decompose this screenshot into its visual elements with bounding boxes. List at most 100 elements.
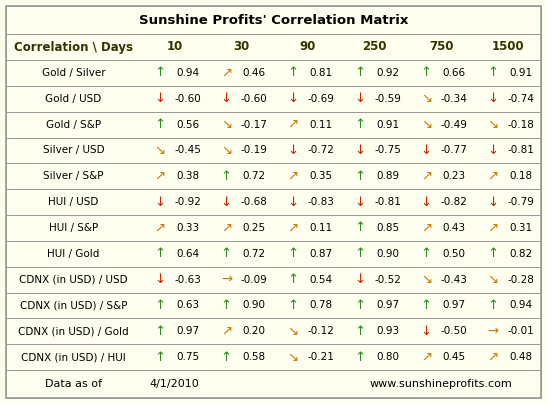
Text: -0.92: -0.92 <box>174 197 201 207</box>
Text: ↑: ↑ <box>354 325 365 338</box>
Text: ↑: ↑ <box>354 247 365 260</box>
Text: 0.94: 0.94 <box>176 68 199 78</box>
Text: ↑: ↑ <box>354 299 365 312</box>
Text: ↓: ↓ <box>354 144 365 157</box>
Text: -0.81: -0.81 <box>508 145 534 156</box>
Text: ↓: ↓ <box>421 144 432 157</box>
Text: ↑: ↑ <box>354 351 365 364</box>
Text: ↑: ↑ <box>487 247 498 260</box>
Text: ↑: ↑ <box>221 247 232 260</box>
Text: 0.93: 0.93 <box>376 326 399 336</box>
Text: 0.18: 0.18 <box>509 171 533 181</box>
Text: -0.49: -0.49 <box>441 120 468 130</box>
Text: ↗: ↗ <box>421 170 432 183</box>
Text: ↓: ↓ <box>421 196 432 208</box>
Bar <box>6 34 541 60</box>
Text: ↓: ↓ <box>354 196 365 208</box>
Text: 0.78: 0.78 <box>310 301 333 310</box>
Text: ↓: ↓ <box>487 144 498 157</box>
Text: 0.48: 0.48 <box>509 352 533 362</box>
Text: 0.25: 0.25 <box>243 223 266 233</box>
Text: 0.91: 0.91 <box>509 68 533 78</box>
Text: ↓: ↓ <box>487 196 498 208</box>
Text: ↑: ↑ <box>154 66 165 80</box>
Text: HUI / USD: HUI / USD <box>48 197 98 207</box>
Text: ↓: ↓ <box>287 196 299 208</box>
Text: -0.21: -0.21 <box>307 352 334 362</box>
Text: ↑: ↑ <box>154 351 165 364</box>
Text: ↗: ↗ <box>421 351 432 364</box>
Text: -0.81: -0.81 <box>374 197 401 207</box>
Text: ↑: ↑ <box>221 170 232 183</box>
Text: -0.72: -0.72 <box>307 145 334 156</box>
Bar <box>6 292 541 318</box>
Text: ↘: ↘ <box>154 144 165 157</box>
Text: ↓: ↓ <box>487 92 498 105</box>
Text: ↑: ↑ <box>221 351 232 364</box>
Text: ↘: ↘ <box>421 273 432 286</box>
Text: CDNX (in USD) / Gold: CDNX (in USD) / Gold <box>18 326 129 336</box>
Text: ↓: ↓ <box>221 196 232 208</box>
Text: -0.50: -0.50 <box>441 326 468 336</box>
Text: -0.09: -0.09 <box>241 275 267 284</box>
Text: 0.85: 0.85 <box>376 223 399 233</box>
Text: ↑: ↑ <box>421 247 432 260</box>
Text: 30: 30 <box>233 40 249 53</box>
Text: -0.60: -0.60 <box>174 94 201 104</box>
Text: Gold / Silver: Gold / Silver <box>42 68 106 78</box>
Text: CDNX (in USD) / HUI: CDNX (in USD) / HUI <box>21 352 126 362</box>
Text: 0.11: 0.11 <box>310 223 333 233</box>
Text: -0.19: -0.19 <box>241 145 268 156</box>
Text: 0.63: 0.63 <box>176 301 199 310</box>
Text: Sunshine Profits' Correlation Matrix: Sunshine Profits' Correlation Matrix <box>139 13 408 27</box>
Text: ↑: ↑ <box>487 299 498 312</box>
Text: -0.12: -0.12 <box>307 326 334 336</box>
Bar <box>6 60 541 86</box>
Text: ↓: ↓ <box>221 92 232 105</box>
Text: ↑: ↑ <box>287 273 299 286</box>
Text: Silver / S&P: Silver / S&P <box>43 171 104 181</box>
Text: 0.89: 0.89 <box>376 171 399 181</box>
Text: ↑: ↑ <box>354 221 365 234</box>
Text: ↘: ↘ <box>421 118 432 131</box>
Text: 0.58: 0.58 <box>243 352 266 362</box>
Text: -0.60: -0.60 <box>241 94 267 104</box>
Text: 0.46: 0.46 <box>243 68 266 78</box>
Text: →: → <box>221 273 232 286</box>
Text: ↑: ↑ <box>354 118 365 131</box>
Text: ↘: ↘ <box>287 325 299 338</box>
Text: 0.80: 0.80 <box>376 352 399 362</box>
Text: 0.72: 0.72 <box>243 171 266 181</box>
Text: ↑: ↑ <box>154 118 165 131</box>
Bar <box>6 86 541 112</box>
Text: www.sunshineprofits.com: www.sunshineprofits.com <box>370 379 513 389</box>
Text: 10: 10 <box>166 40 183 53</box>
Text: ↓: ↓ <box>154 196 165 208</box>
Text: -0.52: -0.52 <box>374 275 401 284</box>
Text: ↑: ↑ <box>354 170 365 183</box>
Text: ↑: ↑ <box>487 66 498 80</box>
Text: ↘: ↘ <box>221 118 232 131</box>
Text: ↘: ↘ <box>487 118 498 131</box>
Text: ↑: ↑ <box>287 299 299 312</box>
Text: 0.54: 0.54 <box>310 275 333 284</box>
Text: ↘: ↘ <box>287 351 299 364</box>
Text: ↑: ↑ <box>154 325 165 338</box>
Text: -0.59: -0.59 <box>374 94 401 104</box>
Text: ↗: ↗ <box>221 221 232 234</box>
Text: Silver / USD: Silver / USD <box>43 145 104 156</box>
Text: 0.81: 0.81 <box>310 68 333 78</box>
Text: ↑: ↑ <box>421 66 432 80</box>
Text: -0.69: -0.69 <box>307 94 334 104</box>
Text: 0.82: 0.82 <box>509 249 533 259</box>
Text: 0.97: 0.97 <box>443 301 466 310</box>
Text: ↗: ↗ <box>154 221 165 234</box>
Text: 0.72: 0.72 <box>243 249 266 259</box>
Bar <box>6 318 541 344</box>
Text: 0.23: 0.23 <box>443 171 466 181</box>
Bar <box>6 189 541 215</box>
Bar <box>6 267 541 292</box>
Text: ↘: ↘ <box>487 273 498 286</box>
Text: ↗: ↗ <box>154 170 165 183</box>
Text: ↓: ↓ <box>421 325 432 338</box>
